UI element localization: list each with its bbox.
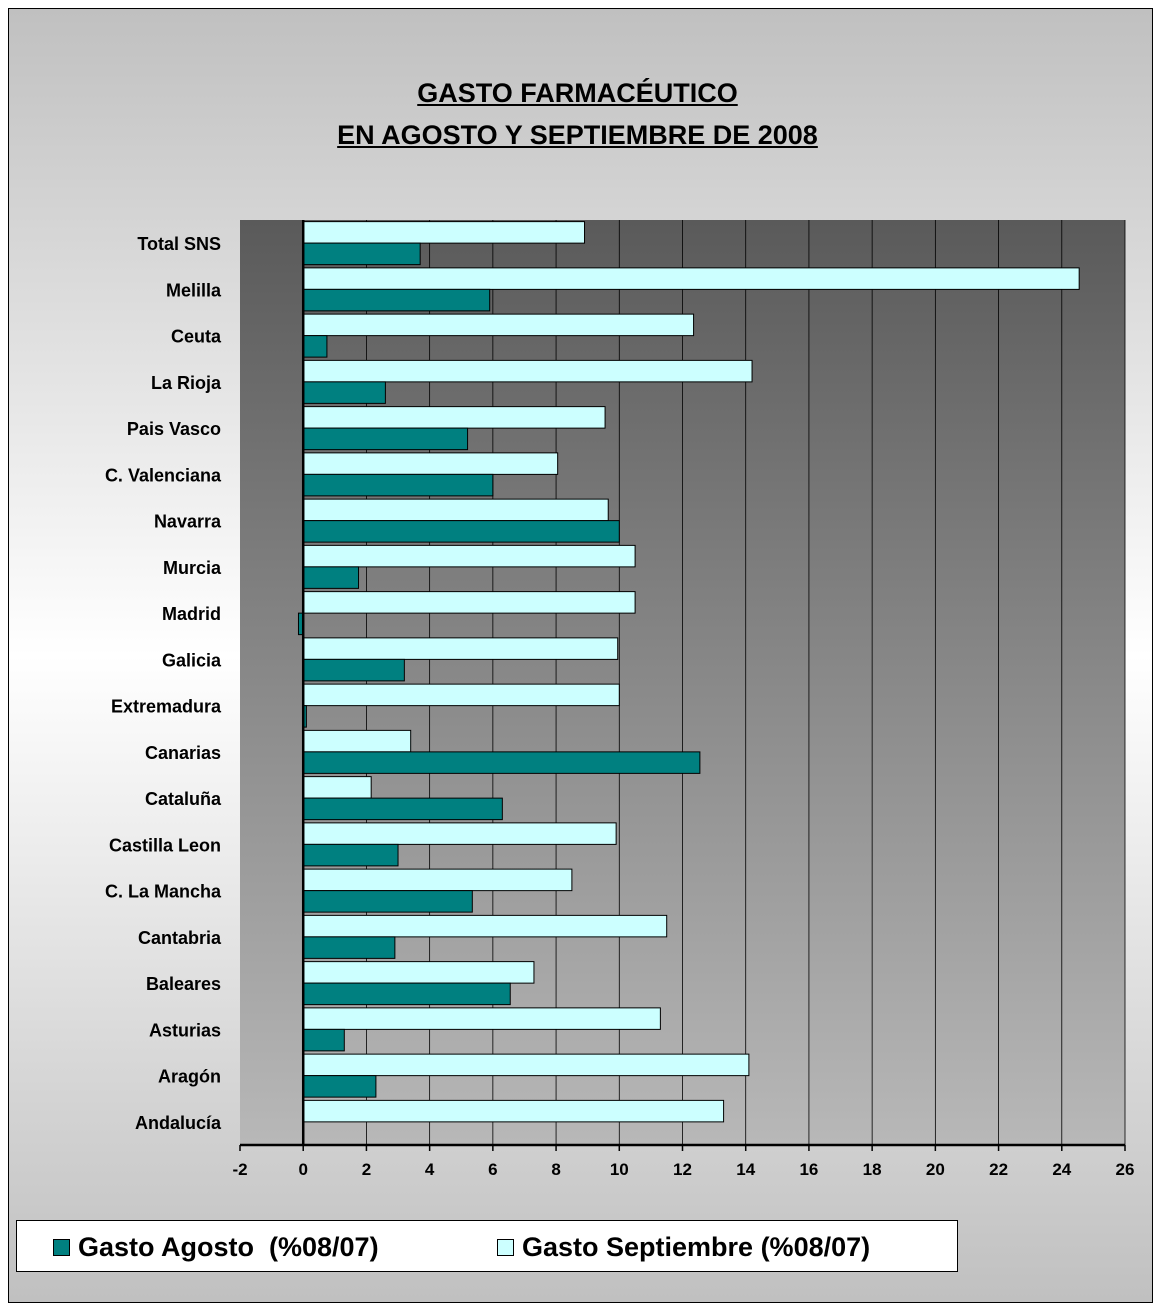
- x-tick-label: 8: [551, 1160, 560, 1179]
- legend-swatch-agosto: [53, 1238, 70, 1256]
- category-label: C. La Mancha: [105, 882, 222, 902]
- category-label: Cataluña: [145, 789, 222, 809]
- bar-septiembre: [302, 406, 606, 429]
- category-label: Navarra: [154, 512, 222, 532]
- bar-septiembre: [302, 914, 668, 938]
- x-tick-label: 20: [926, 1160, 945, 1179]
- bar-septiembre: [302, 1099, 725, 1123]
- bar-septiembre: [302, 683, 620, 707]
- x-tick-label: 16: [799, 1160, 818, 1179]
- bar-septiembre: [302, 221, 586, 244]
- category-label: Murcia: [163, 558, 222, 578]
- x-tick-label: 18: [863, 1160, 882, 1179]
- x-tick-label: 14: [736, 1160, 755, 1179]
- x-tick-label: 4: [425, 1160, 435, 1179]
- category-label: Asturias: [149, 1020, 221, 1040]
- legend-label-septiembre: Gasto Septiembre (%08/07): [522, 1231, 871, 1262]
- bar-septiembre: [302, 1053, 750, 1077]
- category-label: Baleares: [146, 974, 221, 994]
- bar-agosto: [302, 335, 328, 358]
- bar-agosto: [302, 658, 405, 682]
- chart-subtitle: EN AGOSTO Y SEPTIEMBRE DE 2008: [337, 120, 818, 150]
- bar-agosto: [302, 751, 701, 774]
- bar-agosto: [302, 288, 491, 312]
- bar-agosto: [302, 520, 620, 543]
- bar-septiembre: [302, 637, 619, 660]
- bar-agosto: [302, 797, 503, 821]
- bar-agosto: [302, 936, 396, 959]
- bar-septiembre: [302, 267, 1080, 290]
- bar-septiembre: [302, 868, 573, 892]
- x-tick-label: 6: [488, 1160, 497, 1179]
- x-tick-label: 2: [362, 1160, 371, 1179]
- bar-agosto: [302, 843, 399, 867]
- x-tick-label: 24: [1052, 1160, 1071, 1179]
- bar-agosto: [302, 1075, 377, 1098]
- category-label: Canarias: [145, 743, 221, 763]
- bar-septiembre: [302, 452, 559, 475]
- bar-septiembre: [302, 313, 695, 337]
- legend-item-septiembre: Gasto Septiembre (%08/07): [497, 1221, 870, 1273]
- bar-septiembre: [302, 822, 617, 845]
- x-tick-label: 22: [989, 1160, 1008, 1179]
- bar-agosto: [302, 566, 360, 589]
- bar-septiembre: [302, 544, 636, 568]
- category-label: Pais Vasco: [127, 419, 221, 439]
- category-label: Total SNS: [137, 234, 221, 254]
- category-label: Madrid: [162, 604, 221, 624]
- bar-septiembre: [302, 359, 753, 383]
- bar-septiembre: [302, 591, 636, 614]
- x-tick-label: -2: [232, 1160, 247, 1179]
- category-label: Andalucía: [135, 1113, 222, 1133]
- legend-label-agosto: Gasto Agosto (%08/07): [78, 1231, 379, 1262]
- bar-agosto: [302, 427, 469, 451]
- bar-septiembre: [302, 776, 372, 799]
- bar-septiembre: [302, 1007, 661, 1030]
- x-tick-label: 0: [298, 1160, 307, 1179]
- category-label: Melilla: [166, 280, 222, 300]
- bar-agosto: [302, 473, 494, 497]
- legend-item-agosto: Gasto Agosto (%08/07): [53, 1221, 379, 1273]
- category-label: Castilla Leon: [109, 835, 221, 855]
- bar-septiembre: [302, 498, 609, 522]
- bar-agosto: [302, 242, 421, 266]
- category-label: Aragón: [158, 1067, 221, 1087]
- x-tick-label: 12: [673, 1160, 692, 1179]
- legend: Gasto Agosto (%08/07) Gasto Septiembre (…: [16, 1220, 958, 1272]
- bar-septiembre: [302, 729, 412, 753]
- bar-agosto: [302, 1028, 345, 1052]
- category-label: C. Valenciana: [105, 465, 222, 485]
- x-tick-label: 10: [610, 1160, 629, 1179]
- legend-swatch-septiembre: [497, 1238, 514, 1256]
- category-label: Ceuta: [171, 327, 222, 347]
- category-label: Extremadura: [111, 697, 222, 717]
- bar-agosto: [302, 890, 473, 913]
- bar-septiembre: [302, 961, 535, 984]
- chart-title: GASTO FARMACÉUTICO: [417, 78, 738, 108]
- bar-agosto: [302, 381, 386, 404]
- category-label: Galicia: [162, 650, 222, 670]
- bar-agosto: [302, 982, 511, 1006]
- category-label: Cantabria: [138, 928, 222, 948]
- x-tick-label: 26: [1116, 1160, 1135, 1179]
- category-label: La Rioja: [151, 373, 222, 393]
